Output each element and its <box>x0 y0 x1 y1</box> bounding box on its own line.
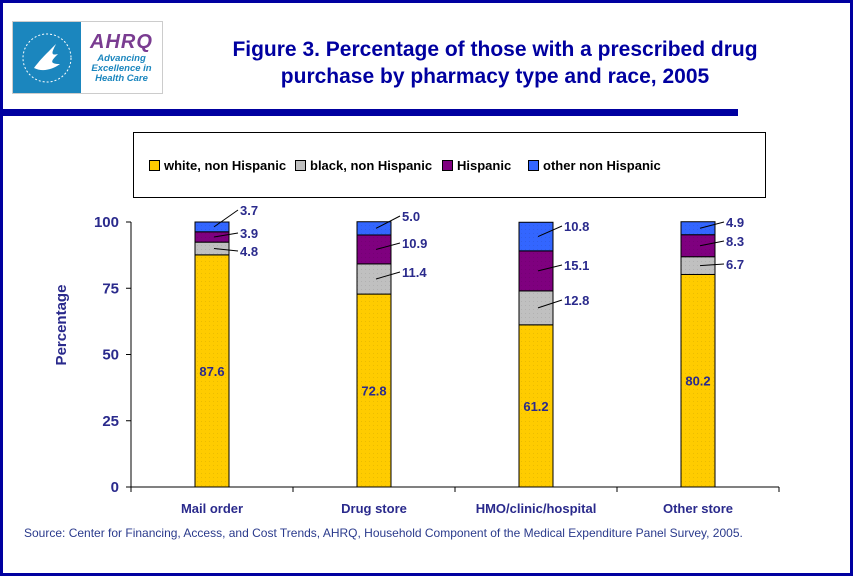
data-label: 4.8 <box>240 244 258 259</box>
x-tick-label: Mail order <box>181 501 243 516</box>
chart-legend: white, non Hispanic black, non Hispanic … <box>133 132 766 198</box>
data-label: 61.2 <box>523 399 548 414</box>
legend-item-white: white, non Hispanic <box>149 158 286 173</box>
legend-swatch-black <box>295 160 306 171</box>
bar-texture <box>519 324 553 487</box>
source-note: Source: Center for Financing, Access, an… <box>24 526 743 540</box>
data-label: 12.8 <box>564 293 589 308</box>
legend-label-black: black, non Hispanic <box>310 158 433 173</box>
x-tick-label: Other store <box>663 501 733 516</box>
leader-line <box>213 209 239 228</box>
ahrq-tagline-1: Advancing <box>97 53 146 64</box>
bar-texture <box>357 263 391 295</box>
ahrq-wordmark: AHRQ <box>90 31 153 53</box>
bar-texture <box>519 222 553 251</box>
bar-texture <box>195 231 229 243</box>
legend-swatch-white <box>149 160 160 171</box>
x-tick-label: Drug store <box>341 501 407 516</box>
bar-texture <box>519 290 553 325</box>
ahrq-tagline-2: Excellence in <box>91 63 152 74</box>
bar-texture <box>681 221 715 235</box>
leader-line <box>537 264 563 272</box>
bar-texture <box>357 294 391 487</box>
bar-texture <box>195 254 229 487</box>
ahrq-logo: AHRQ Advancing Excellence in Health Care <box>12 21 163 94</box>
bar-texture <box>519 250 553 291</box>
leader-line <box>375 242 401 250</box>
eagle-icon <box>22 33 72 82</box>
legend-label-hispanic: Hispanic <box>457 158 512 173</box>
bar-texture <box>681 256 715 275</box>
data-label: 6.7 <box>726 257 744 272</box>
data-label: 4.9 <box>726 215 744 230</box>
legend-label-white: white, non Hispanic <box>164 158 287 173</box>
leader-line <box>213 248 239 252</box>
x-tick-label: HMO/clinic/hospital <box>476 501 597 516</box>
y-tick-label: 25 <box>102 413 119 430</box>
data-label: 15.1 <box>564 258 589 273</box>
data-label: 8.3 <box>726 234 744 249</box>
ahrq-brand: AHRQ Advancing Excellence in Health Care <box>81 22 162 93</box>
data-label: 5.0 <box>402 209 420 224</box>
leader-line <box>699 221 725 229</box>
bar-texture <box>681 234 715 257</box>
header-divider <box>3 109 738 116</box>
leader-line <box>213 232 239 238</box>
data-label: 10.8 <box>564 219 589 234</box>
leader-line <box>699 240 725 247</box>
figure-title: Figure 3. Percentage of those with a pre… <box>190 36 800 90</box>
ahrq-tagline-3: Health Care <box>95 73 148 84</box>
leader-line <box>375 215 401 229</box>
data-label: 3.9 <box>240 226 258 241</box>
y-tick-label: 50 <box>102 347 119 364</box>
figure-title-line-2: purchase by pharmacy type and race, 2005 <box>280 65 710 88</box>
data-label: 3.7 <box>240 203 258 218</box>
leader-line <box>537 225 563 238</box>
bar-texture <box>195 242 229 255</box>
hhs-eagle-icon <box>13 22 81 93</box>
y-tick-label: 75 <box>102 280 119 297</box>
data-label: 72.8 <box>361 384 386 399</box>
bar-texture <box>357 234 391 264</box>
y-tick-label: 100 <box>94 214 119 231</box>
data-label: 87.6 <box>199 364 224 379</box>
legend-item-black: black, non Hispanic <box>295 158 432 173</box>
figure-title-line-1: Figure 3. Percentage of those with a pre… <box>232 38 758 61</box>
leader-line <box>375 271 401 280</box>
legend-label-other: other non Hispanic <box>543 158 661 173</box>
legend-item-other: other non Hispanic <box>528 158 661 173</box>
bar-texture <box>681 274 715 487</box>
data-label: 11.4 <box>402 265 427 280</box>
y-axis-label: Percentage <box>53 285 70 366</box>
legend-item-hispanic: Hispanic <box>442 158 511 173</box>
bar-texture <box>195 222 229 232</box>
legend-swatch-other <box>528 160 539 171</box>
y-tick-label: 0 <box>111 479 119 496</box>
legend-swatch-hispanic <box>442 160 453 171</box>
leader-line <box>699 263 725 267</box>
data-label: 10.9 <box>402 236 427 251</box>
data-label: 80.2 <box>685 374 710 389</box>
leader-line <box>537 299 563 309</box>
